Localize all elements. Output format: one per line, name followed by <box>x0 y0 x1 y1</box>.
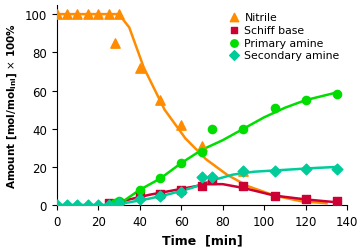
Secondary amine <box>178 190 184 194</box>
Primary amine <box>303 99 309 103</box>
Schiff base <box>137 194 143 198</box>
X-axis label: Time  [min]: Time [min] <box>162 234 242 246</box>
Nitrile <box>85 13 91 17</box>
Secondary amine <box>209 175 215 179</box>
Schiff base <box>272 194 277 198</box>
Secondary amine <box>85 203 91 207</box>
Nitrile <box>106 13 111 17</box>
Secondary amine <box>137 198 143 202</box>
Legend: Nitrile, Schiff base, Primary amine, Secondary amine: Nitrile, Schiff base, Primary amine, Sec… <box>225 11 342 63</box>
Primary amine <box>241 127 246 131</box>
Schiff base <box>303 198 309 202</box>
Nitrile <box>137 66 143 70</box>
Nitrile <box>199 144 205 148</box>
Schiff base <box>178 188 184 192</box>
Secondary amine <box>116 201 122 205</box>
Nitrile <box>64 13 70 17</box>
Primary amine <box>199 150 205 154</box>
Secondary amine <box>95 203 101 207</box>
Nitrile <box>95 13 101 17</box>
Nitrile <box>158 99 163 103</box>
Secondary amine <box>303 167 309 171</box>
Primary amine <box>158 177 163 181</box>
Primary amine <box>178 162 184 166</box>
Secondary amine <box>199 175 205 179</box>
Schiff base <box>241 184 246 188</box>
Schiff base <box>116 201 122 205</box>
Y-axis label: Amount [mol/mol$_{\mathregular{ini}}$] $\times$ 100%: Amount [mol/mol$_{\mathregular{ini}}$] $… <box>5 23 19 188</box>
Schiff base <box>158 192 163 196</box>
Nitrile <box>241 169 246 173</box>
Nitrile <box>116 13 122 17</box>
Nitrile <box>54 13 60 17</box>
Secondary amine <box>106 203 111 207</box>
Secondary amine <box>334 167 340 171</box>
Primary amine <box>334 93 340 97</box>
Secondary amine <box>241 169 246 173</box>
Schiff base <box>199 184 205 188</box>
Nitrile <box>178 123 184 128</box>
Nitrile <box>75 13 80 17</box>
Schiff base <box>209 179 215 183</box>
Primary amine <box>137 188 143 192</box>
Schiff base <box>106 201 111 205</box>
Primary amine <box>209 127 215 131</box>
Secondary amine <box>158 194 163 198</box>
Secondary amine <box>54 203 60 207</box>
Secondary amine <box>64 203 70 207</box>
Secondary amine <box>75 203 80 207</box>
Nitrile <box>112 42 118 46</box>
Primary amine <box>272 106 277 110</box>
Schiff base <box>334 200 340 204</box>
Secondary amine <box>272 169 277 173</box>
Primary amine <box>112 201 118 205</box>
Primary amine <box>116 200 122 204</box>
